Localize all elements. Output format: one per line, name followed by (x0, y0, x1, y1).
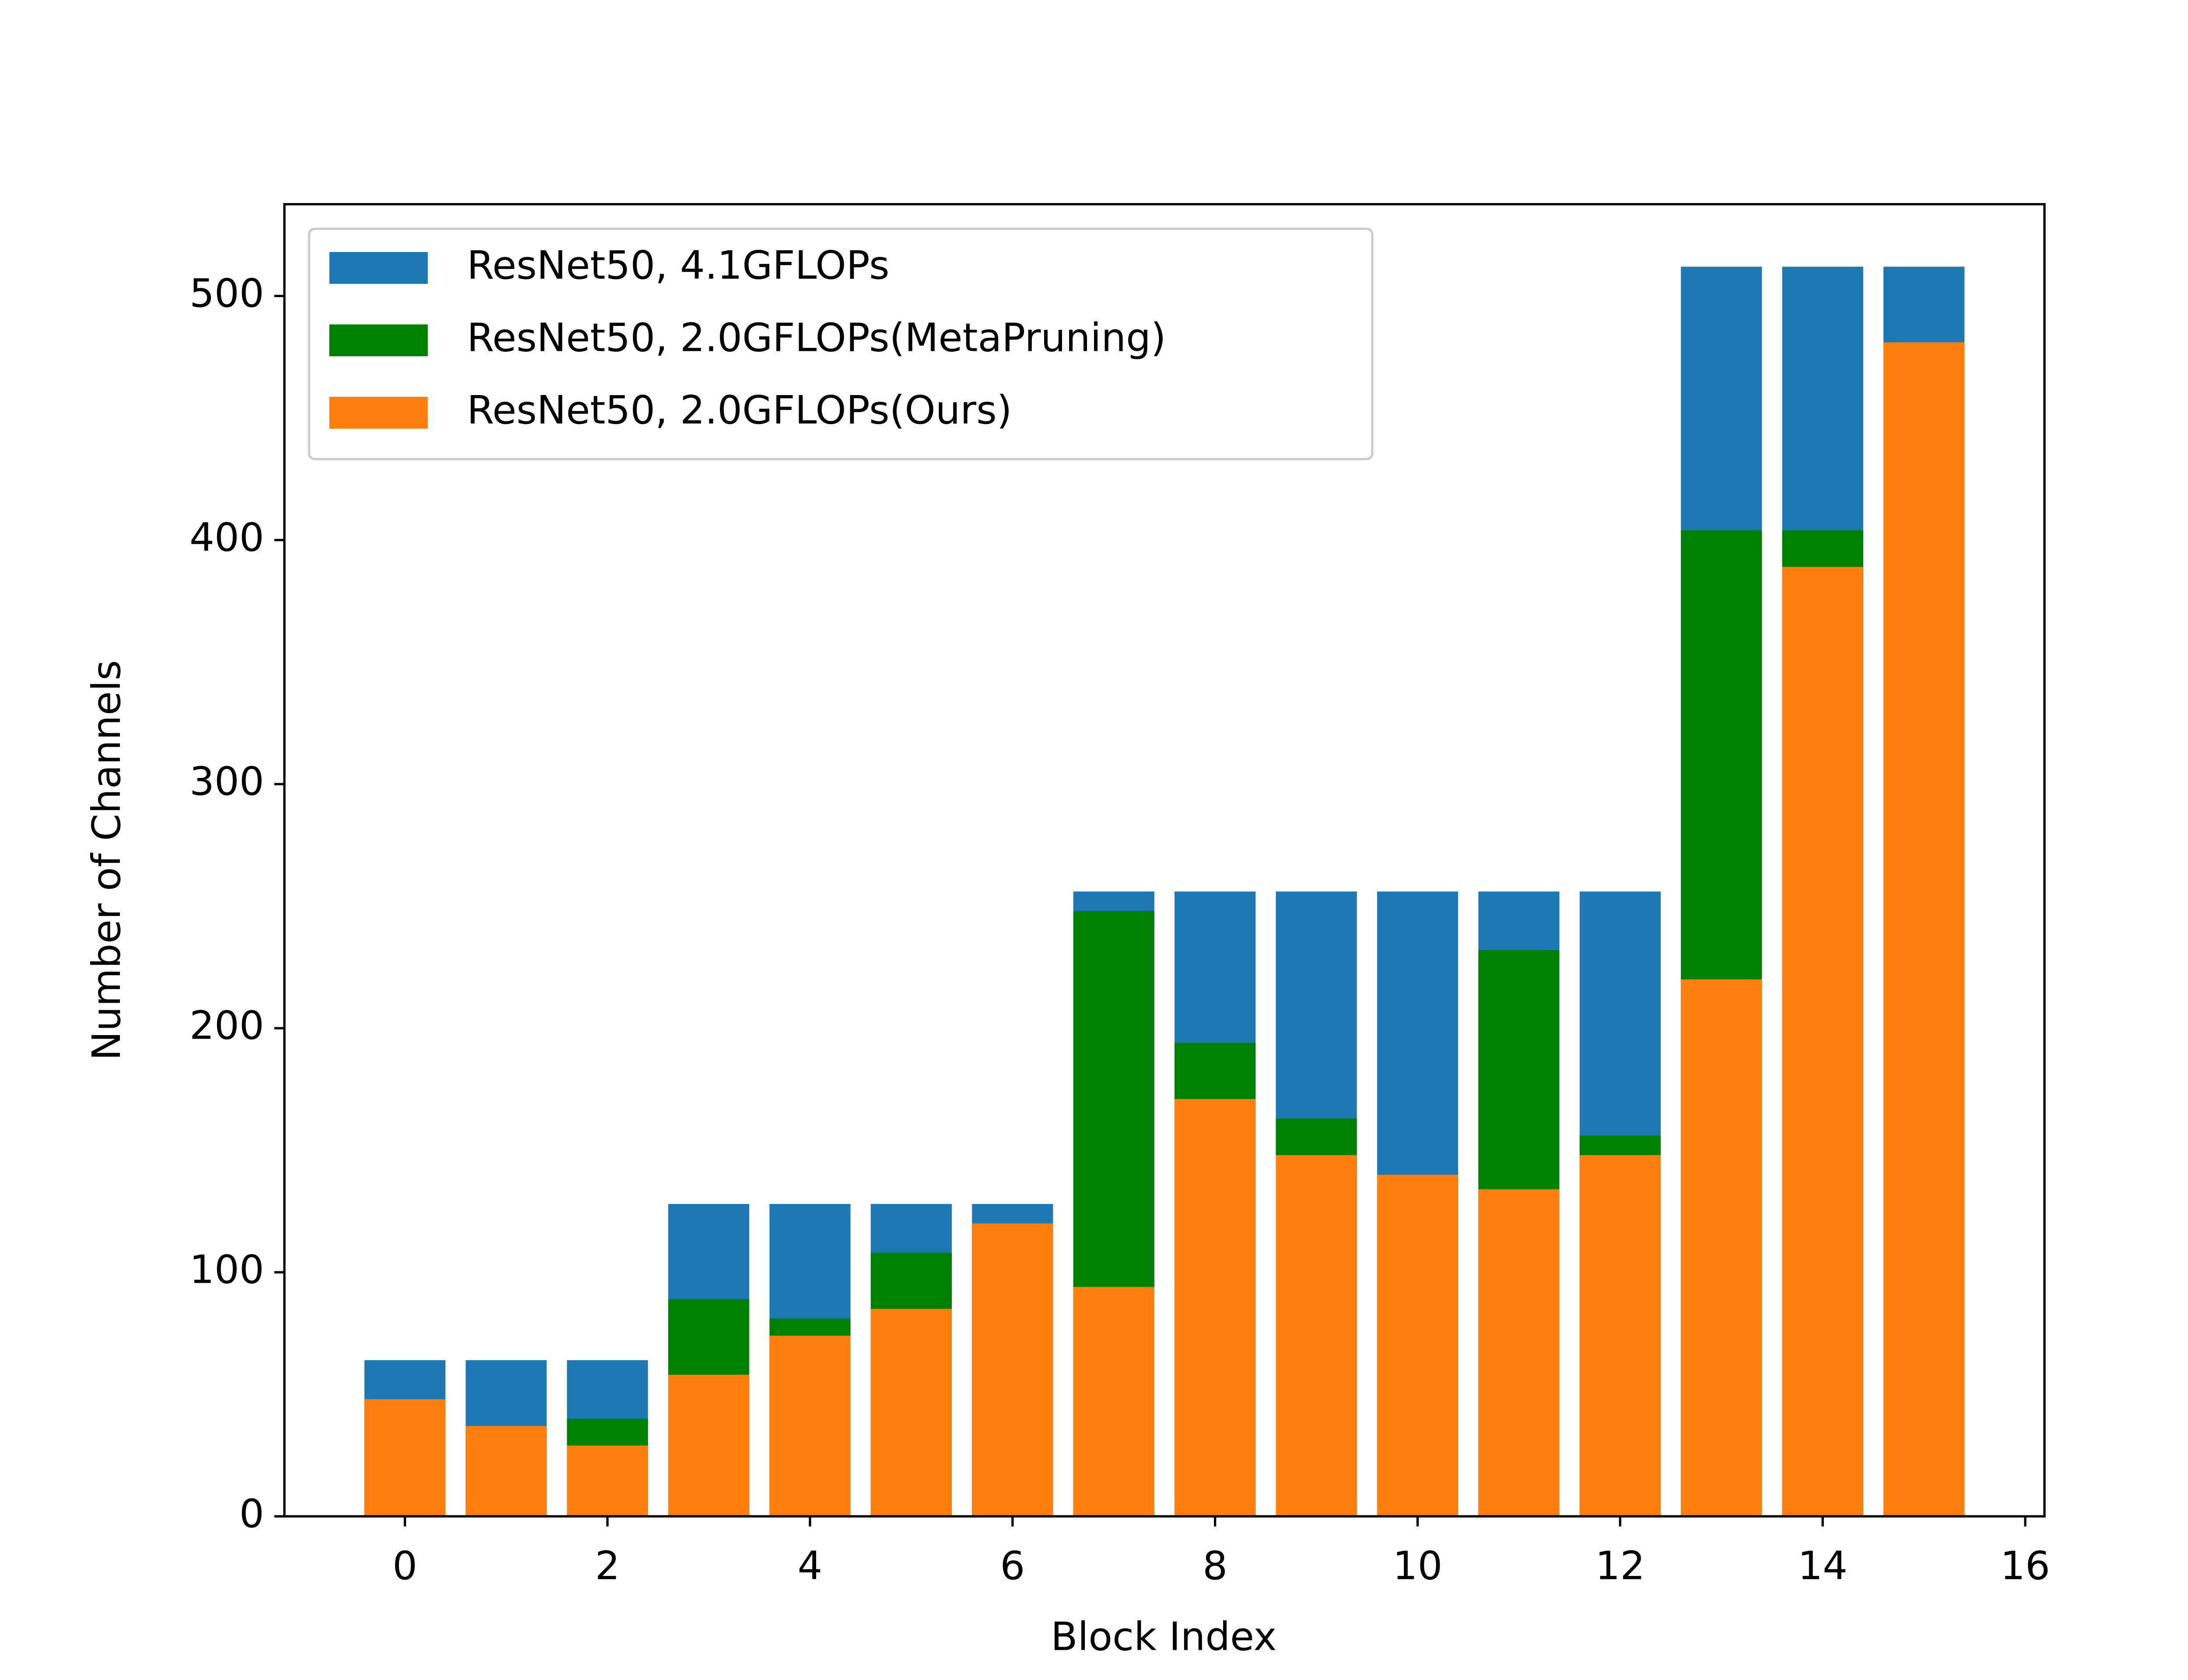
legend-label: ResNet50, 2.0GFLOPs(MetaPruning) (467, 315, 1166, 360)
bar (1782, 567, 1863, 1516)
y-axis-label: Number of Channels (84, 660, 130, 1060)
bar (466, 1426, 547, 1516)
bar (1073, 1287, 1154, 1516)
legend-swatch (329, 397, 428, 429)
x-tick-label: 0 (393, 1544, 417, 1589)
y-tick-label: 300 (189, 759, 264, 805)
bar (972, 1223, 1053, 1516)
y-tick-label: 500 (189, 271, 264, 316)
legend-box (308, 228, 1374, 461)
x-tick-label: 2 (595, 1544, 620, 1589)
bar (1175, 1099, 1256, 1516)
legend-swatch (329, 252, 428, 284)
x-tick-label: 4 (798, 1544, 823, 1589)
bar (567, 1446, 648, 1516)
y-tick-label: 0 (239, 1491, 264, 1536)
x-axis-label: Block Index (1051, 1614, 1276, 1660)
legend-label: ResNet50, 4.1GFLOPs (467, 243, 890, 288)
bar (1377, 1174, 1459, 1516)
bar (668, 1375, 750, 1516)
bar (769, 1336, 851, 1516)
legend-swatch (329, 324, 428, 357)
bar (1478, 1189, 1560, 1516)
x-tick-label: 8 (1203, 1544, 1227, 1589)
bar (870, 1309, 952, 1516)
plot-frame (283, 203, 2046, 1518)
bar (1276, 1155, 1357, 1516)
y-tick-label: 400 (189, 515, 264, 560)
legend-label: ResNet50, 2.0GFLOPs(Ours) (467, 388, 1012, 433)
x-tick-label: 16 (2000, 1544, 2050, 1589)
y-tick-label: 200 (189, 1003, 264, 1049)
y-tick-label: 100 (189, 1247, 264, 1292)
x-tick-label: 6 (1000, 1544, 1025, 1589)
bar (1579, 1155, 1661, 1516)
bar (1883, 342, 1965, 1516)
bar (364, 1399, 445, 1516)
x-tick-label: 10 (1393, 1544, 1443, 1589)
x-tick-label: 12 (1595, 1544, 1645, 1589)
x-tick-label: 14 (1798, 1544, 1848, 1589)
bar (1681, 979, 1762, 1516)
